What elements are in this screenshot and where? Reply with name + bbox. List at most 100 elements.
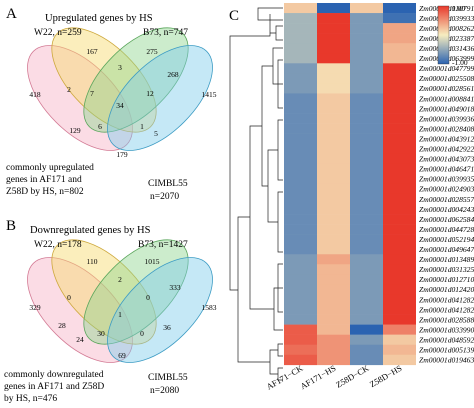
heatmap-cell: [383, 83, 416, 94]
venn-a-count: 1415: [202, 90, 217, 99]
heatmap-cell: [317, 173, 350, 185]
heatmap-cell: [284, 284, 317, 295]
venn-a-count: 129: [69, 126, 81, 135]
venn-b-ellipse-af-common: [27, 257, 133, 363]
heatmap-cell: [284, 183, 317, 195]
heatmap-cell: [284, 274, 317, 285]
heatmap-cell: [350, 183, 383, 195]
gene-label: Zm00001d039935: [419, 175, 474, 184]
heatmap-cell: [383, 264, 416, 275]
heatmap-cell: [383, 143, 416, 155]
heatmap-cell: [317, 334, 350, 345]
gene-label: Zm00001d005139: [419, 346, 474, 355]
color-scale-min: -1.00: [452, 58, 468, 67]
venn-b-count: 0: [146, 293, 150, 302]
venn-a-count: 268: [167, 70, 179, 79]
gene-label: Zm00001d052194: [419, 235, 474, 244]
heatmap-cell: [317, 244, 350, 255]
venn-b-count: 1015: [145, 257, 160, 266]
heatmap-cell: [317, 33, 350, 44]
heatmap-cell: [350, 274, 383, 285]
heatmap-cell: [350, 13, 383, 24]
row-dendrogram: [229, 7, 283, 381]
dendrogram-branches: [229, 7, 283, 381]
venn-a-count: 1: [140, 122, 144, 131]
venn-a-ellipses: [27, 27, 213, 151]
venn-a-count: 275: [146, 47, 158, 56]
heatmap-cell: [284, 3, 317, 14]
heatmap-cell: [284, 334, 317, 345]
gene-label: Zm00001d013489: [419, 255, 474, 264]
venn-a-counts: 167 275 418 1415 2 3 268 34 7 12 129 6 1…: [29, 47, 216, 159]
gene-label: Zm00001d041282: [419, 305, 474, 314]
heatmap-cell: [383, 354, 416, 366]
heatmap-cell: [317, 354, 350, 366]
heatmap-cell: [284, 143, 317, 155]
heatmap-cell: [383, 63, 416, 74]
heatmap-cell: [350, 53, 383, 64]
venn-b-b73-label: B73, n=1427: [138, 240, 188, 250]
heatmap-cell: [350, 314, 383, 325]
heatmap-cell: [284, 314, 317, 325]
heatmap-cell: [317, 314, 350, 325]
heatmap-cell: [383, 334, 416, 345]
venn-b-ellipses: [27, 239, 213, 363]
heatmap-cell: [317, 63, 350, 74]
heatmap-cell: [383, 43, 416, 54]
panel-c-letter: C: [229, 8, 239, 24]
heatmap-cell: [383, 133, 416, 144]
heatmap-cell: [284, 173, 317, 185]
column-label: Z58D−HS: [368, 363, 404, 390]
venn-b-cimbl-label: CIMBL55: [148, 373, 188, 383]
gene-label: Zm00001d028561: [419, 84, 474, 93]
venn-b-count: 24: [76, 335, 84, 344]
heatmap-cell: [350, 73, 383, 84]
heatmap-cell: [383, 23, 416, 34]
heatmap-cell: [383, 123, 416, 134]
heatmap-cell: [317, 143, 350, 155]
column-label: Z58D−CK: [334, 362, 371, 389]
venn-b-labels: W22, n=178 B73, n=1427 CIMBL55 n=2080 co…: [4, 240, 188, 404]
heatmap-cell: [317, 224, 350, 235]
venn-a-count: 6: [98, 122, 102, 131]
venn-a-count: 167: [86, 47, 98, 56]
venn-b-ellipse-cimbl55: [107, 257, 213, 363]
heatmap-cell: [284, 193, 317, 205]
heatmap-cell: [350, 23, 383, 34]
panel-b-title: Downregulated genes by HS: [30, 225, 151, 236]
heatmap-cell: [317, 133, 350, 144]
heatmap-cell: [284, 63, 317, 74]
heatmap-cell: [383, 254, 416, 265]
heatmap-cell: [284, 33, 317, 44]
heatmap-cell: [284, 264, 317, 275]
venn-a-common-line3: Z58D by HS, n=802: [6, 187, 84, 197]
heatmap-cell: [317, 264, 350, 275]
gene-label: Zm00001d062584: [419, 215, 474, 224]
gene-label: Zm00001d047799: [419, 64, 474, 73]
heatmap: [284, 3, 416, 366]
heatmap-cell: [350, 133, 383, 144]
column-label: AF171−HS: [298, 363, 337, 391]
heatmap-cell: [284, 214, 317, 225]
venn-a-cimbl-label: CIMBL55: [148, 179, 188, 189]
venn-b-ellipse-w22: [51, 239, 157, 345]
gene-label: Zm00001d012420: [419, 285, 474, 294]
venn-a-count: 12: [146, 89, 154, 98]
heatmap-cell: [350, 344, 383, 356]
heatmap-cell: [284, 163, 317, 175]
heatmap-cell: [284, 103, 317, 114]
heatmap-cell: [383, 314, 416, 325]
heatmap-cell: [383, 93, 416, 104]
gene-label: Zm00001d043912: [419, 134, 474, 143]
venn-b-count: 329: [29, 303, 41, 312]
heatmap-cell: [350, 354, 383, 366]
heatmap-cell: [284, 294, 317, 305]
venn-a-ellipse-w22: [51, 27, 157, 133]
heatmap-cell: [350, 173, 383, 185]
gene-label: Zm00001d004243: [419, 205, 474, 214]
heatmap-cell: [317, 43, 350, 54]
gene-label: Zm00001d031325: [419, 265, 474, 274]
heatmap-cell: [317, 23, 350, 34]
heatmap-cell: [383, 193, 416, 205]
